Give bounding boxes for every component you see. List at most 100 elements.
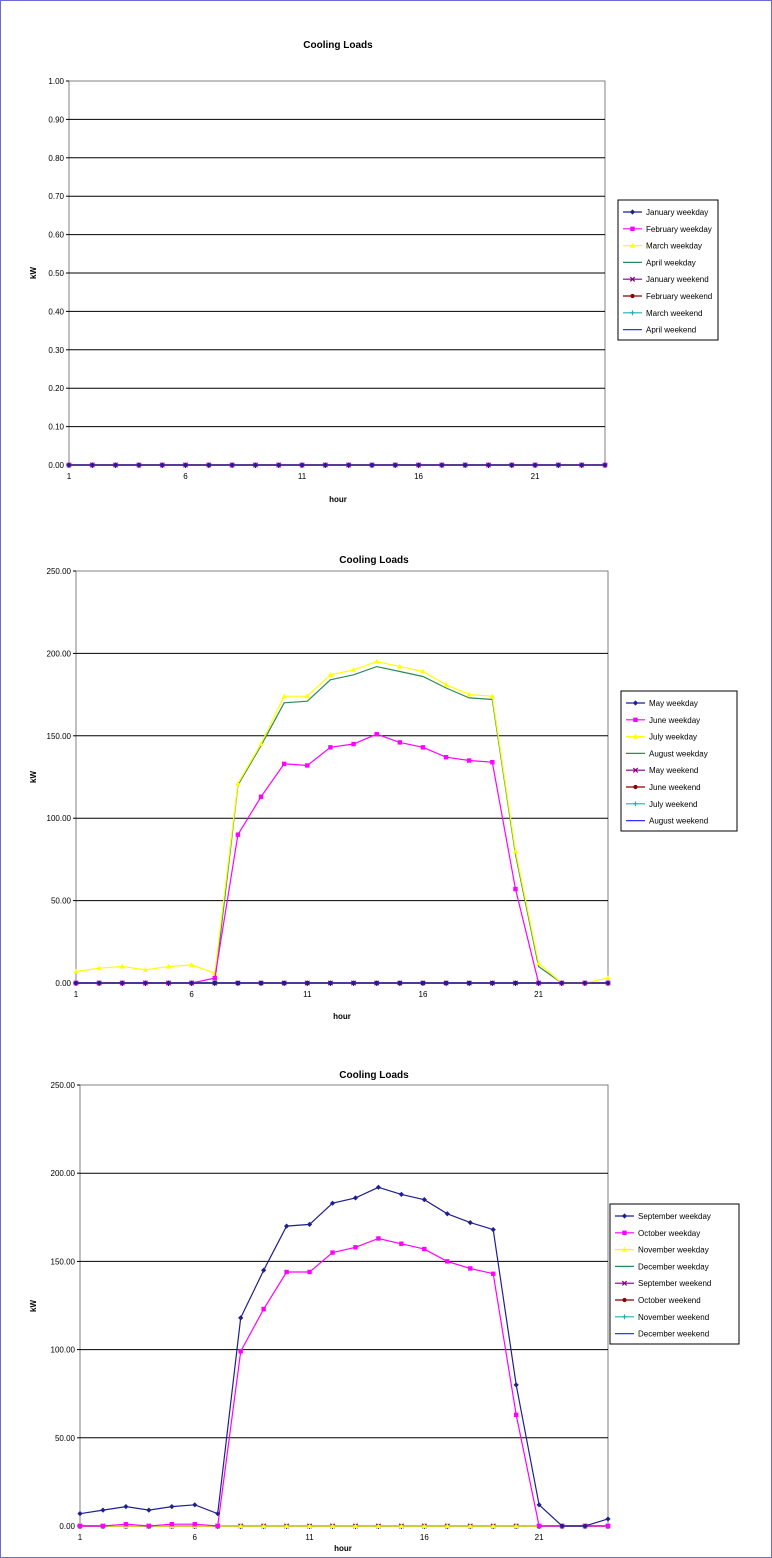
data-point	[169, 1503, 175, 1510]
legend-swatch-marker	[632, 767, 639, 773]
data-point	[485, 462, 492, 468]
legend-swatch-marker	[630, 226, 635, 231]
data-point	[602, 462, 608, 468]
data-point	[306, 1221, 313, 1227]
legend-label: September weekend	[638, 1279, 711, 1288]
data-point	[215, 1523, 220, 1529]
legend-item: October weekend	[615, 1296, 701, 1305]
data-point	[512, 980, 519, 986]
legend-swatch-marker	[629, 209, 636, 215]
data-point	[284, 1223, 290, 1229]
data-point	[421, 1523, 427, 1528]
data-point	[235, 832, 241, 837]
y-axis-label: kW	[29, 267, 38, 279]
legend-label: March weekend	[646, 309, 702, 318]
data-point	[375, 1523, 382, 1528]
data-point	[304, 980, 310, 986]
data-point	[443, 980, 449, 986]
data-point	[421, 1197, 427, 1203]
data-point	[100, 1523, 106, 1529]
data-point	[513, 886, 518, 892]
x-axis-label: hour	[329, 495, 347, 504]
data-point	[165, 980, 172, 986]
data-point	[490, 1227, 496, 1233]
data-point	[444, 1523, 450, 1528]
legend-label: May weekday	[649, 699, 698, 708]
data-point	[582, 1523, 588, 1529]
y-tick-label: 1.00	[48, 77, 64, 86]
legend: May weekday June weekday July weekday Augus…	[620, 690, 738, 832]
data-point	[258, 794, 264, 799]
x-tick-label: 1	[67, 472, 72, 481]
legend-label: December weekday	[638, 1262, 709, 1271]
data-point	[462, 462, 468, 468]
data-point	[536, 1502, 542, 1508]
legend-swatch-marker	[632, 733, 639, 739]
data-point	[397, 663, 403, 669]
data-point	[444, 1211, 450, 1217]
data-point	[513, 1382, 519, 1388]
legend-item: September weekday	[615, 1212, 711, 1221]
data-point	[304, 693, 310, 699]
data-point	[555, 462, 561, 468]
data-point	[327, 980, 334, 986]
series-line	[79, 1186, 609, 1527]
legend-label: April weekend	[646, 326, 696, 335]
legend-swatch-marker	[621, 1213, 628, 1219]
legend-swatch-marker	[633, 801, 638, 807]
data-point	[212, 975, 217, 981]
data-point	[420, 980, 426, 986]
data-point	[322, 462, 328, 468]
series-september-weekday	[77, 1184, 611, 1529]
data-point	[258, 741, 264, 747]
legend-swatch-marker	[622, 1297, 627, 1303]
legend-item: April weekday	[623, 258, 696, 267]
legend-item: November weekday	[615, 1246, 709, 1255]
x-tick-label: 11	[298, 472, 307, 481]
legend-label: September weekday	[638, 1212, 711, 1221]
data-point	[398, 1523, 404, 1528]
data-point	[350, 980, 357, 986]
legend-swatch-marker	[632, 700, 639, 706]
legend-item: December weekend	[615, 1330, 709, 1339]
data-point	[536, 1523, 542, 1529]
y-tick-label: 250.00	[51, 1081, 76, 1090]
data-point	[346, 462, 352, 468]
legend-label: April weekday	[646, 258, 696, 267]
data-point	[415, 462, 422, 468]
y-tick-label: 0.00	[48, 461, 64, 470]
data-point	[100, 1507, 106, 1513]
data-point	[327, 672, 334, 677]
legend-item: February weekend	[623, 292, 712, 301]
y-tick-label: 150.00	[51, 1257, 76, 1266]
data-point	[490, 1523, 496, 1528]
chart-title: Cooling Loads	[339, 1070, 409, 1081]
y-tick-label: 200.00	[51, 1169, 76, 1178]
data-point	[159, 462, 165, 468]
data-point	[467, 1219, 473, 1226]
data-point	[305, 763, 310, 768]
legend-label: June weekend	[649, 783, 701, 792]
data-point	[559, 980, 565, 986]
data-point	[261, 1523, 267, 1528]
data-point	[374, 980, 380, 986]
data-point	[77, 1523, 83, 1529]
series-january-weekday	[66, 462, 608, 468]
legend-swatch-marker	[621, 1280, 628, 1286]
series-may-weekday	[73, 980, 611, 986]
y-tick-label: 0.80	[48, 154, 64, 163]
data-point	[252, 462, 259, 468]
data-point	[420, 668, 426, 674]
data-point	[443, 681, 449, 687]
data-point	[605, 1516, 611, 1522]
data-point	[73, 980, 79, 986]
data-point	[398, 1191, 404, 1197]
legend-item: November weekend	[615, 1313, 709, 1322]
series-line	[80, 1237, 608, 1527]
data-point	[330, 1250, 335, 1255]
y-tick-label: 200.00	[47, 649, 72, 658]
data-point	[73, 968, 79, 974]
data-point	[420, 745, 426, 750]
y-tick-label: 0.50	[48, 269, 64, 278]
chart-1: Cooling Loads 0.00 0.10 0.20 0.30 0.40 0.50 0.6…	[29, 40, 719, 504]
